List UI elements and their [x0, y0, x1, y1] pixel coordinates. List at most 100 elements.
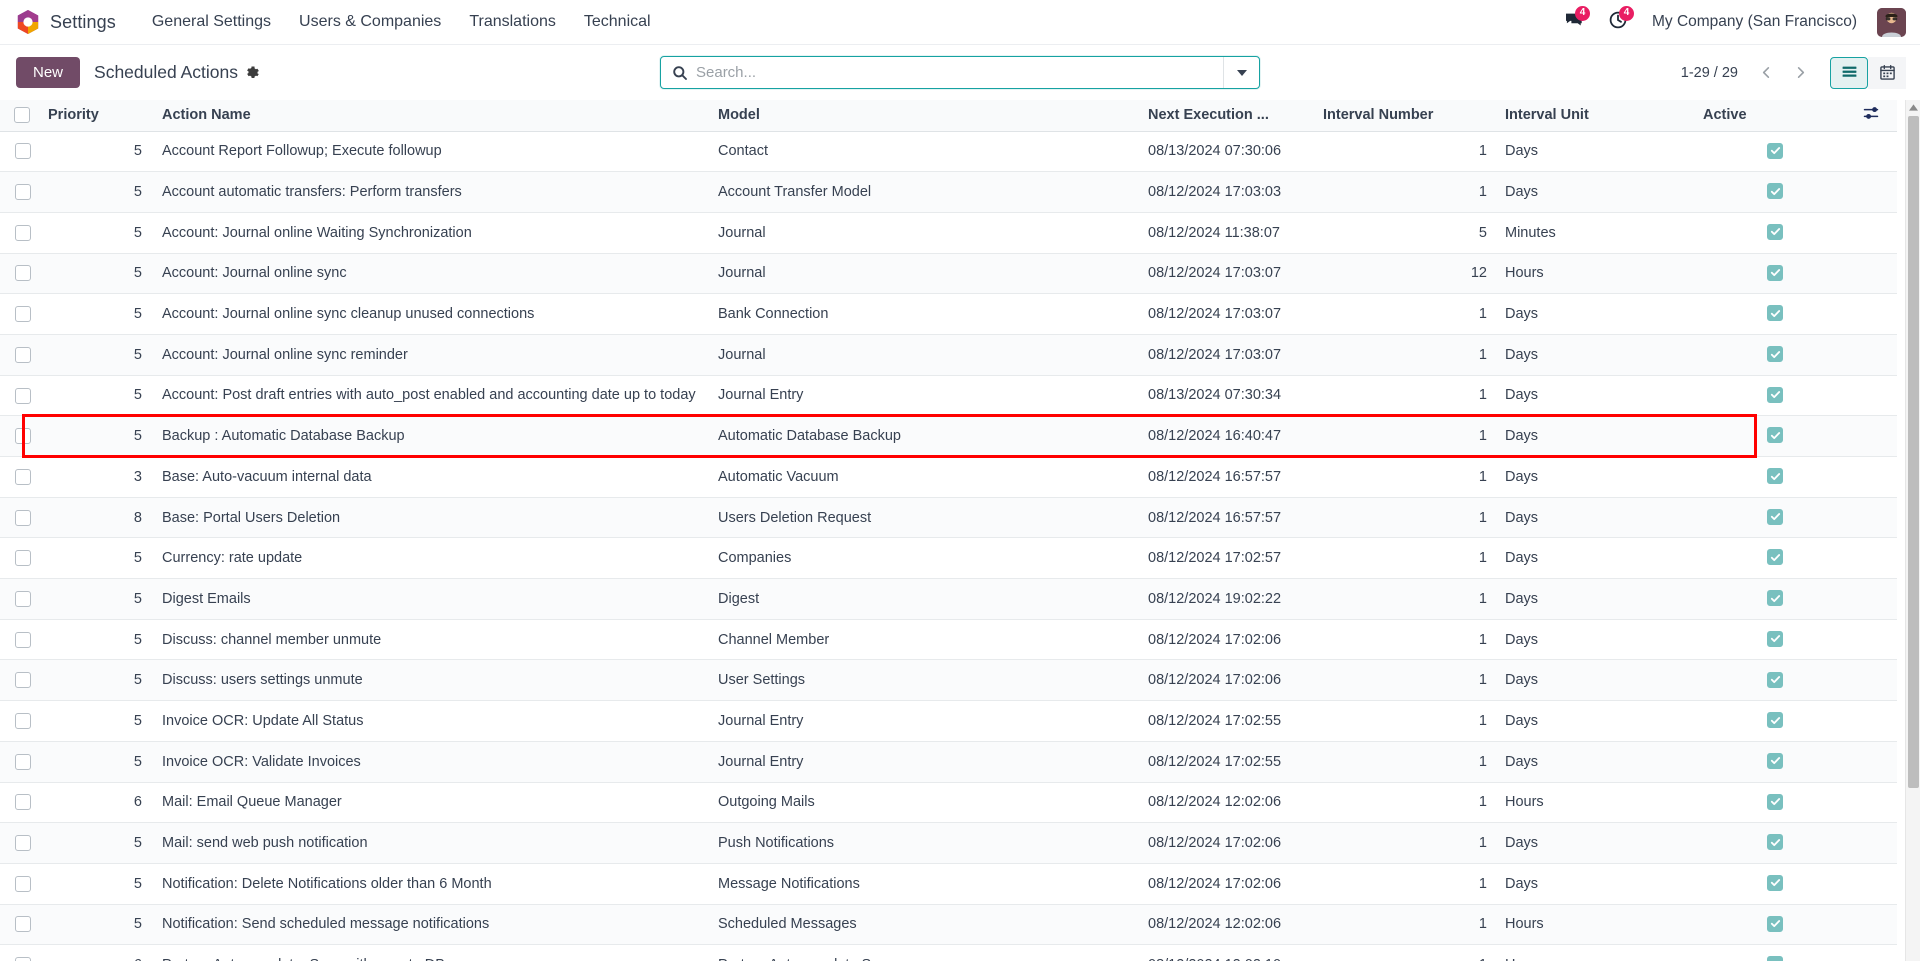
- calendar-view-button[interactable]: [1868, 56, 1906, 89]
- table-row[interactable]: 5 Invoice OCR: Validate Invoices Journal E…: [0, 741, 1897, 783]
- menu-item-users-companies[interactable]: Users & Companies: [299, 13, 442, 30]
- row-checkbox[interactable]: [15, 631, 31, 648]
- table-row[interactable]: 5 Invoice OCR: Update All Status Journal E…: [0, 700, 1897, 742]
- active-checkbox-checked[interactable]: [1767, 712, 1783, 729]
- cell-next-execution: 08/12/2024 17:02:06: [1140, 659, 1315, 702]
- row-checkbox[interactable]: [15, 306, 31, 323]
- table-row[interactable]: 5 Account: Post draft entries with auto_p…: [0, 375, 1897, 417]
- column-header-model[interactable]: Model: [710, 100, 1140, 132]
- column-header-next-execution[interactable]: Next Execution ...: [1140, 100, 1315, 132]
- table-row[interactable]: 5 Mail: send web push notification Push No…: [0, 822, 1897, 864]
- active-checkbox-checked[interactable]: [1767, 915, 1783, 932]
- row-checkbox[interactable]: [15, 468, 31, 485]
- scrollbar-thumb[interactable]: [1908, 116, 1919, 788]
- row-checkbox[interactable]: [15, 550, 31, 567]
- active-checkbox-checked[interactable]: [1767, 264, 1783, 281]
- table-row[interactable]: 5 Account: Journal online sync reminder Jo…: [0, 334, 1897, 376]
- row-checkbox[interactable]: [15, 143, 31, 160]
- table-row[interactable]: 5 Account: Journal online sync cleanup un…: [0, 293, 1897, 335]
- table-row[interactable]: 5 Account: Journal online sync Journal 08/1…: [0, 253, 1897, 295]
- active-checkbox-checked[interactable]: [1767, 468, 1783, 485]
- row-checkbox[interactable]: [15, 265, 31, 282]
- cell-active: [1695, 578, 1855, 620]
- table-row[interactable]: 5 Account automatic transfers: Perform tr…: [0, 171, 1897, 213]
- brand[interactable]: Settings: [16, 9, 116, 35]
- column-header-priority[interactable]: Priority: [40, 100, 150, 132]
- table-row[interactable]: 6Partner Autocomplete: Sync with remote …: [0, 944, 1897, 961]
- vertical-scrollbar[interactable]: [1905, 100, 1920, 961]
- avatar[interactable]: [1877, 7, 1906, 37]
- row-checkbox[interactable]: [15, 835, 31, 852]
- table-row[interactable]: 5 Discuss: channel member unmute Channel M…: [0, 619, 1897, 661]
- active-checkbox-checked[interactable]: [1767, 671, 1783, 688]
- pager-previous-button[interactable]: [1750, 58, 1782, 88]
- cell-interval-unit: Days: [1495, 619, 1695, 661]
- table-row[interactable]: 8 Base: Portal Users Deletion Users Deleti…: [0, 497, 1897, 539]
- row-checkbox[interactable]: [15, 224, 31, 241]
- menu-item-technical[interactable]: Technical: [583, 13, 651, 30]
- row-checkbox[interactable]: [15, 184, 31, 201]
- column-header-interval-unit[interactable]: Interval Unit: [1495, 100, 1695, 132]
- column-header-interval-number[interactable]: Interval Number: [1315, 100, 1495, 132]
- active-checkbox-checked[interactable]: [1767, 142, 1783, 159]
- active-checkbox-checked[interactable]: [1767, 874, 1783, 891]
- list-view-button[interactable]: [1830, 56, 1868, 89]
- row-checkbox[interactable]: [15, 509, 31, 526]
- table-row[interactable]: 5 Discuss: users settings unmute User Sett…: [0, 659, 1897, 702]
- active-checkbox-checked[interactable]: [1767, 752, 1783, 769]
- column-header-active[interactable]: Active: [1695, 100, 1855, 132]
- search-box[interactable]: [660, 56, 1260, 89]
- menu-item-general-settings[interactable]: General Settings: [151, 13, 272, 30]
- row-checkbox[interactable]: [15, 387, 31, 404]
- table-row[interactable]: 5 Backup : Automatic Database Backup Autom…: [0, 415, 1897, 457]
- active-checkbox-checked[interactable]: [1767, 427, 1783, 444]
- row-checkbox[interactable]: [15, 875, 31, 892]
- scroll-up-arrow[interactable]: [1906, 100, 1920, 114]
- table-row[interactable]: 5 Currency: rate update Companies 08/12/202…: [0, 537, 1897, 580]
- select-all-checkbox[interactable]: [14, 107, 30, 124]
- active-checkbox-checked[interactable]: [1767, 508, 1783, 525]
- active-checkbox-checked[interactable]: [1767, 305, 1783, 322]
- search-dropdown-toggle[interactable]: [1223, 57, 1259, 88]
- table-row[interactable]: 5 Notification: Delete Notifications olde…: [0, 863, 1897, 905]
- active-checkbox-checked[interactable]: [1767, 630, 1783, 647]
- sliders-icon[interactable]: [1863, 105, 1879, 121]
- table-row[interactable]: 6 Mail: Email Queue Manager Outgoing Mails…: [0, 782, 1897, 824]
- active-checkbox-checked[interactable]: [1767, 346, 1783, 363]
- company-switcher[interactable]: My Company (San Francisco): [1651, 13, 1857, 30]
- messages-button[interactable]: 4: [1554, 5, 1594, 39]
- row-checkbox[interactable]: [15, 957, 31, 961]
- breadcrumb: Scheduled Actions: [94, 62, 260, 83]
- pager-next-button[interactable]: [1784, 58, 1816, 88]
- active-checkbox-checked[interactable]: [1767, 834, 1783, 851]
- active-checkbox-checked[interactable]: [1767, 590, 1783, 607]
- menu-item-translations[interactable]: Translations: [469, 13, 556, 30]
- cell-interval-number: 12: [1315, 253, 1495, 295]
- activities-button[interactable]: 4: [1598, 5, 1638, 39]
- active-checkbox-checked[interactable]: [1767, 183, 1783, 200]
- list-view-icon: [1842, 66, 1856, 77]
- active-checkbox-checked[interactable]: [1767, 223, 1783, 240]
- column-header-action-name[interactable]: Action Name: [150, 100, 710, 132]
- active-checkbox-checked[interactable]: [1767, 549, 1783, 566]
- row-checkbox[interactable]: [15, 753, 31, 770]
- new-button[interactable]: New: [16, 57, 81, 88]
- optional-columns-header: [1855, 100, 1897, 132]
- table-row[interactable]: 5 Account: Journal online Waiting Synchro…: [0, 212, 1897, 254]
- row-checkbox[interactable]: [15, 428, 31, 445]
- table-row[interactable]: 5 Digest Emails Digest 08/12/2024 19:02:22 1…: [0, 578, 1897, 620]
- row-checkbox[interactable]: [15, 672, 31, 689]
- active-checkbox-checked[interactable]: [1767, 793, 1783, 810]
- gear-icon[interactable]: [246, 65, 260, 80]
- table-row[interactable]: 5 Account Report Followup; Execute follow…: [0, 131, 1897, 173]
- table-row[interactable]: 3 Base: Auto-vacuum internal data Automati…: [0, 456, 1897, 498]
- active-checkbox-checked[interactable]: [1767, 386, 1783, 403]
- row-checkbox[interactable]: [15, 916, 31, 933]
- active-checkbox-checked[interactable]: [1767, 956, 1783, 961]
- search-input[interactable]: [696, 57, 1223, 88]
- row-checkbox[interactable]: [15, 346, 31, 363]
- row-checkbox[interactable]: [15, 713, 31, 730]
- table-row[interactable]: 5 Notification: Send scheduled message no…: [0, 904, 1897, 946]
- row-checkbox[interactable]: [15, 794, 31, 811]
- row-checkbox[interactable]: [15, 590, 31, 607]
